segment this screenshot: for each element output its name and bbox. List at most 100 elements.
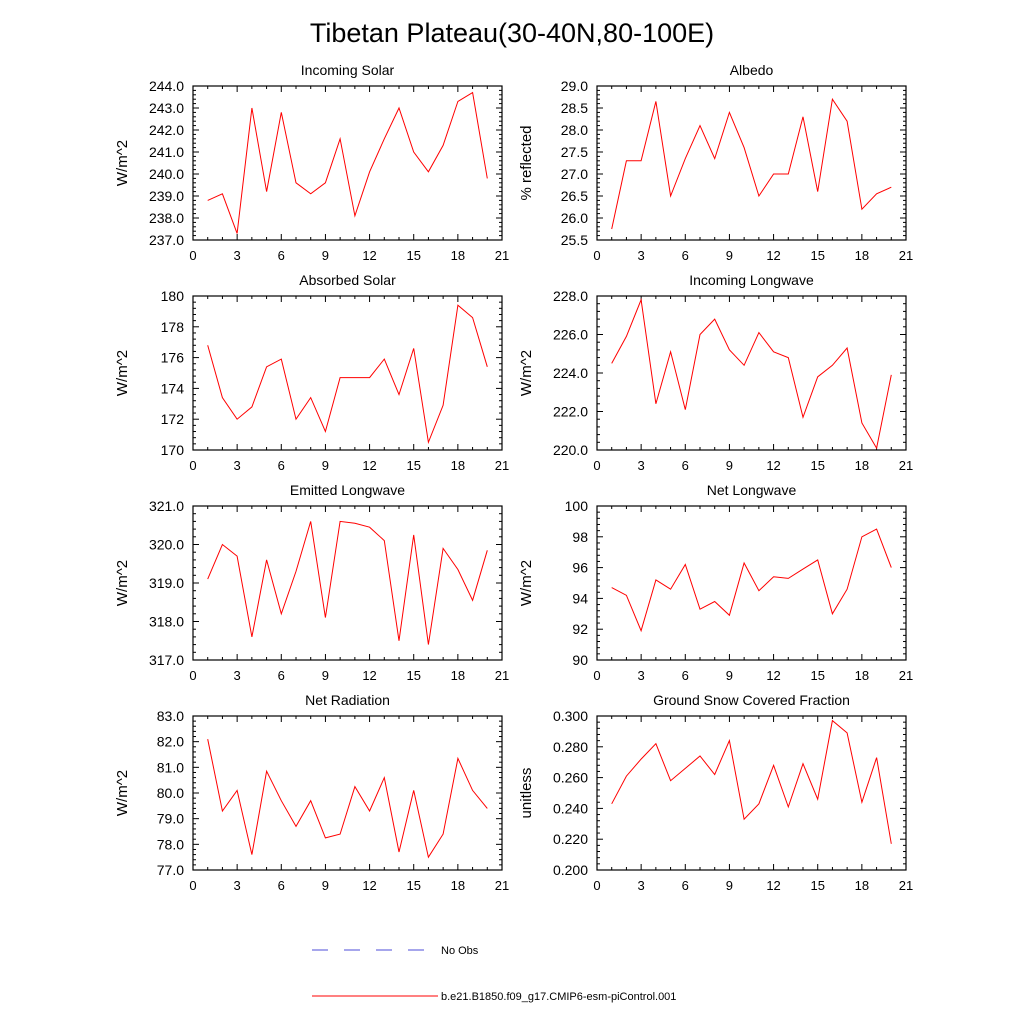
- y-tick-label: 238.0: [149, 210, 184, 226]
- chart-title: Incoming Longwave: [689, 272, 814, 288]
- y-tick-label: 83.0: [157, 708, 184, 724]
- y-tick-label: 174: [161, 380, 185, 396]
- chart-title: Emitted Longwave: [290, 482, 405, 498]
- y-tick-label: 92: [572, 621, 588, 637]
- y-tick-label: 82.0: [157, 734, 184, 750]
- x-tick-label: 21: [495, 878, 509, 893]
- y-tick-label: 0.280: [553, 739, 588, 755]
- x-tick-label: 12: [766, 248, 780, 263]
- series-line: [611, 297, 892, 450]
- legend: No Obs b.e21.B1850.f09_g17.CMIP6-esm-piC…: [312, 945, 676, 1003]
- x-tick-label: 18: [855, 668, 869, 683]
- y-tick-label: 176: [161, 350, 185, 366]
- x-tick-label: 3: [638, 248, 645, 263]
- chart-panel: Incoming Longwave W/m^2 0 3 6 9 12 15 18 21 220.0 2…: [518, 272, 913, 473]
- x-tick-label: 9: [322, 248, 329, 263]
- y-tick-label: 244.0: [149, 78, 184, 94]
- y-tick-label: 180: [161, 288, 185, 304]
- y-tick-label: 228.0: [553, 288, 588, 304]
- chart-panel: Emitted Longwave W/m^2 0 3 6 9 12 15 18 21 317.0 31…: [114, 482, 509, 683]
- y-axis-label: unitless: [518, 768, 535, 819]
- x-tick-label: 12: [766, 878, 780, 893]
- series-line: [611, 528, 892, 633]
- plot-frame: [192, 715, 503, 871]
- x-tick-label: 18: [451, 878, 465, 893]
- x-tick-label: 3: [234, 668, 241, 683]
- y-axis-label: % reflected: [518, 125, 535, 200]
- chart-panel: Incoming Solar W/m^2 0 3 6 9 12 15 18 21 237.0 238.…: [114, 62, 509, 263]
- x-tick-label: 3: [638, 878, 645, 893]
- y-tick-label: 28.5: [561, 100, 588, 116]
- x-tick-label: 3: [234, 248, 241, 263]
- x-tick-label: 6: [682, 458, 689, 473]
- y-tick-label: 27.5: [561, 144, 588, 160]
- y-tick-label: 237.0: [149, 232, 184, 248]
- x-tick-label: 12: [362, 458, 376, 473]
- x-tick-label: 0: [189, 668, 196, 683]
- y-axis-label: W/m^2: [518, 350, 535, 396]
- y-tick-label: 77.0: [157, 862, 184, 878]
- x-tick-label: 0: [593, 248, 600, 263]
- x-tick-label: 21: [495, 248, 509, 263]
- plot-frame: [596, 505, 907, 661]
- y-tick-label: 0.200: [553, 862, 588, 878]
- x-tick-label: 18: [855, 878, 869, 893]
- x-tick-label: 9: [726, 878, 733, 893]
- y-tick-label: 26.0: [561, 210, 588, 226]
- legend-label-model: b.e21.B1850.f09_g17.CMIP6-esm-piControl.…: [441, 991, 676, 1003]
- y-axis-label: W/m^2: [114, 140, 131, 186]
- x-tick-label: 21: [495, 668, 509, 683]
- x-tick-label: 6: [682, 668, 689, 683]
- y-axis-label: W/m^2: [114, 350, 131, 396]
- y-tick-label: 0.240: [553, 800, 588, 816]
- x-tick-label: 18: [451, 458, 465, 473]
- x-tick-label: 12: [766, 458, 780, 473]
- y-tick-label: 25.5: [561, 232, 588, 248]
- y-axis-label: W/m^2: [518, 560, 535, 606]
- x-tick-label: 9: [322, 458, 329, 473]
- x-tick-label: 0: [189, 878, 196, 893]
- chart-panel: Absorbed Solar W/m^2 0 3 6 9 12 15 18 21 170 172 174…: [114, 272, 509, 473]
- y-tick-label: 239.0: [149, 188, 184, 204]
- y-tick-label: 79.0: [157, 811, 184, 827]
- x-tick-label: 15: [406, 878, 420, 893]
- x-tick-label: 6: [278, 878, 285, 893]
- x-tick-label: 6: [278, 248, 285, 263]
- y-tick-label: 0.220: [553, 831, 588, 847]
- x-tick-label: 0: [593, 878, 600, 893]
- x-tick-label: 15: [810, 668, 824, 683]
- chart-title: Net Longwave: [707, 482, 797, 498]
- y-axis-label: W/m^2: [114, 560, 131, 606]
- y-tick-label: 241.0: [149, 144, 184, 160]
- y-tick-label: 226.0: [553, 327, 588, 343]
- x-tick-label: 0: [593, 458, 600, 473]
- x-tick-label: 9: [726, 248, 733, 263]
- x-tick-label: 12: [362, 668, 376, 683]
- x-tick-label: 9: [726, 458, 733, 473]
- x-tick-label: 9: [322, 668, 329, 683]
- plot-frame: [596, 85, 907, 241]
- series-line: [207, 520, 488, 645]
- chart-title: Albedo: [730, 62, 774, 78]
- x-tick-label: 6: [682, 878, 689, 893]
- y-tick-label: 81.0: [157, 759, 184, 775]
- x-tick-label: 21: [899, 248, 913, 263]
- y-tick-label: 94: [572, 590, 588, 606]
- plot-frame: [596, 295, 907, 451]
- x-tick-label: 9: [322, 878, 329, 893]
- x-tick-label: 0: [189, 458, 196, 473]
- y-tick-label: 29.0: [561, 78, 588, 94]
- x-tick-label: 15: [406, 458, 420, 473]
- plot-frame: [192, 85, 503, 241]
- x-tick-label: 18: [855, 248, 869, 263]
- x-tick-label: 15: [810, 248, 824, 263]
- x-tick-label: 15: [406, 248, 420, 263]
- chart-panel: Net Longwave W/m^2 0 3 6 9 12 15 18 21 90 92 94 96 98 1…: [518, 482, 913, 683]
- y-tick-label: 321.0: [149, 498, 184, 514]
- series-line: [207, 91, 488, 234]
- x-tick-label: 12: [362, 248, 376, 263]
- series-line: [207, 304, 488, 445]
- y-tick-label: 317.0: [149, 652, 184, 668]
- x-tick-label: 0: [189, 248, 196, 263]
- y-tick-label: 243.0: [149, 100, 184, 116]
